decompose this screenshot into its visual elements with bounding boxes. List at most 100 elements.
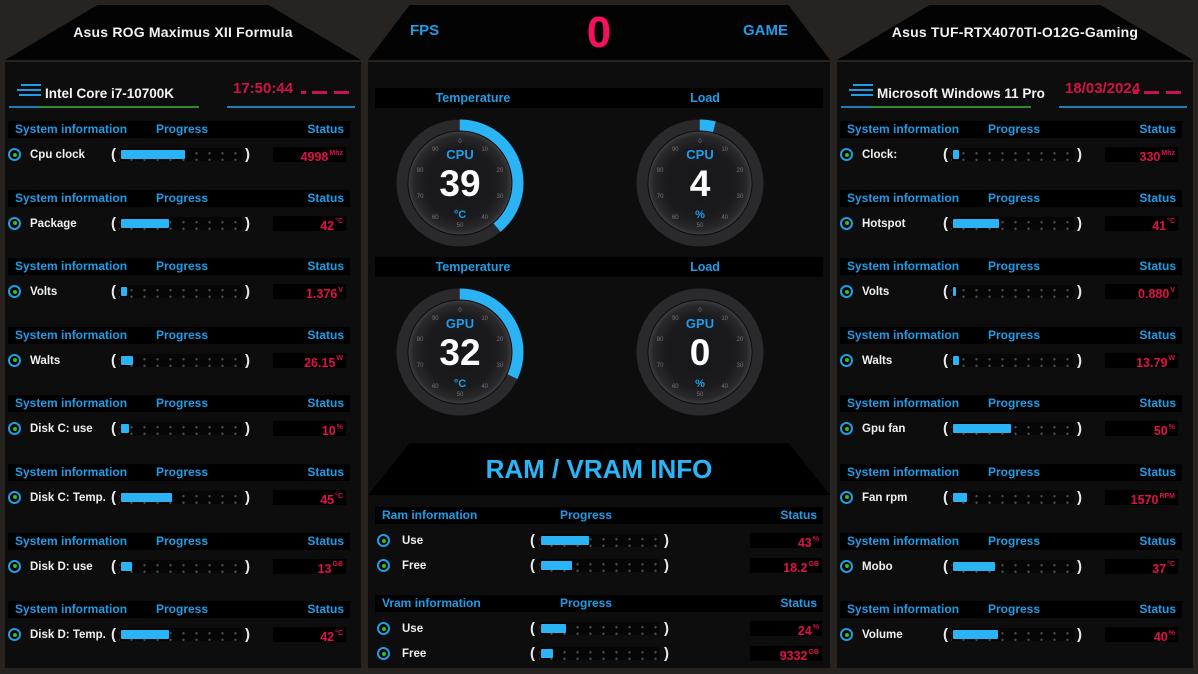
svg-text:GPU: GPU	[686, 316, 714, 331]
progress-paren-close: )	[1077, 420, 1082, 438]
sensor-row: Disk D: use ( ) 13GB	[8, 557, 350, 575]
status-value: 42	[320, 218, 335, 233]
column-header-progress: Progress	[988, 602, 1041, 617]
sensor-bullet-icon	[8, 490, 21, 504]
progress-fill	[541, 561, 572, 570]
status-value: 40	[1153, 630, 1168, 645]
status-chip: 50%	[1105, 421, 1178, 439]
blue-underline	[227, 106, 355, 108]
column-header-progress: Progress	[156, 464, 209, 479]
svg-text:50: 50	[457, 223, 464, 229]
progress-fill	[953, 150, 959, 159]
svg-text:10: 10	[721, 316, 728, 322]
progress-fill	[121, 218, 169, 228]
progress-paren-close: )	[245, 283, 250, 301]
sensor-label: Hotspot	[862, 217, 906, 230]
svg-text:30: 30	[497, 194, 504, 200]
load-label: Load	[690, 91, 720, 105]
cpu-load-gauge: 0 10 20 30 40 50 60 70 80 90 CPU 4 %	[634, 117, 766, 249]
load-label: Load	[690, 260, 720, 274]
svg-text:70: 70	[657, 363, 664, 369]
dash-mark	[312, 91, 327, 94]
progress-paren-open: (	[530, 557, 535, 574]
column-header-progress: Progress	[988, 259, 1041, 274]
section-header: System information Progress Status	[840, 532, 1182, 550]
progress-paren-close: )	[1077, 214, 1082, 232]
memory-label: Free	[402, 648, 427, 660]
gauge-tick-labels: 0 10 20 30 40 50 60 70 80 90	[417, 308, 504, 398]
sensor-bullet-icon	[840, 148, 853, 161]
status-chip: 0.880V	[1105, 284, 1178, 301]
svg-text:70: 70	[417, 363, 424, 369]
game-label: GAME	[743, 22, 788, 39]
sensor-bullet-icon	[8, 628, 21, 642]
column-header-info: System information	[15, 327, 128, 342]
column-header-progress: Progress	[988, 327, 1041, 342]
status-value: 1570	[1130, 492, 1159, 507]
column-header-info: System information	[15, 602, 128, 617]
temperature-label: Temperature	[435, 91, 511, 105]
memory-row: Use ( ) 24%	[375, 620, 823, 638]
progress-track	[951, 148, 1074, 161]
progress-track	[119, 628, 242, 642]
svg-text:20: 20	[497, 168, 504, 174]
column-header-progress: Progress	[988, 533, 1041, 548]
status-value: 24	[797, 624, 812, 638]
column-header-progress: Progress	[560, 508, 613, 522]
sensor-section: System information Progress Status Packa…	[8, 189, 350, 233]
status-chip: 13.79W	[1105, 352, 1178, 369]
fps-header: FPS 0 GAME	[368, 5, 830, 60]
column-header-status: Status	[1139, 190, 1176, 205]
column-header-status: Status	[307, 190, 344, 205]
sensor-row: Fan rpm ( ) 1570RPM	[840, 489, 1182, 507]
progress-fill	[121, 630, 169, 640]
status-chip: 4998Mhz	[273, 147, 346, 164]
sensor-section: System information Progress Status Disk …	[8, 395, 350, 438]
sensor-label: Volts	[862, 286, 890, 299]
status-chip: 1570RPM	[1105, 489, 1178, 507]
svg-text:°C: °C	[454, 209, 466, 221]
status-unit: %	[336, 424, 343, 432]
column-header-progress: Progress	[156, 327, 209, 342]
section-header: System information Progress Status	[8, 532, 350, 550]
sensor-label: Mobo	[862, 560, 893, 573]
status-value: 50	[1153, 424, 1168, 439]
sensor-bullet-icon	[377, 647, 390, 660]
status-chip: 42°C	[273, 627, 346, 644]
os-device-row: Microsoft Windows 11 Pro 18/03/2024	[837, 76, 1193, 122]
svg-text:20: 20	[737, 337, 744, 343]
column-header-progress: Progress	[988, 396, 1041, 411]
status-unit: °C	[335, 218, 343, 226]
cpu-gauge-strip: Temperature Load	[375, 88, 823, 108]
status-chip: 24%	[750, 621, 822, 638]
date-block: 18/03/2024	[1059, 80, 1187, 110]
sensor-label: Volts	[30, 286, 58, 299]
column-header-progress: Progress	[988, 464, 1041, 479]
sensor-row: Walts ( ) 26.15W	[8, 351, 350, 369]
progress-paren-close: )	[245, 488, 250, 506]
progress-paren-close: )	[245, 557, 250, 575]
progress-paren-open: (	[111, 420, 116, 438]
progress-paren-open: (	[530, 620, 535, 637]
memory-label: Use	[402, 535, 424, 547]
sensor-label: Disk C: use	[30, 423, 93, 436]
progress-paren-open: (	[943, 283, 948, 301]
column-header-info: System information	[847, 533, 960, 548]
svg-text:0: 0	[458, 308, 462, 314]
svg-text:90: 90	[432, 147, 439, 153]
column-header-progress: Progress	[560, 596, 613, 610]
status-unit: °C	[1167, 218, 1175, 226]
column-header-status: Status	[307, 464, 344, 479]
sensor-bullet-icon	[8, 353, 21, 367]
svg-text:30: 30	[497, 363, 504, 369]
progress-paren-open: (	[943, 351, 948, 369]
menu-lines-icon	[15, 84, 45, 99]
sensor-bullet-icon	[8, 559, 21, 573]
sensor-bullet-icon	[377, 534, 390, 547]
status-value: 18.2	[783, 561, 808, 575]
fps-value: 0	[586, 8, 612, 57]
status-chip: 9332GB	[750, 646, 822, 663]
sensor-section: System information Progress Status Walts…	[840, 326, 1182, 369]
sensor-bullet-icon	[377, 622, 390, 635]
progress-paren-close: )	[245, 351, 250, 369]
